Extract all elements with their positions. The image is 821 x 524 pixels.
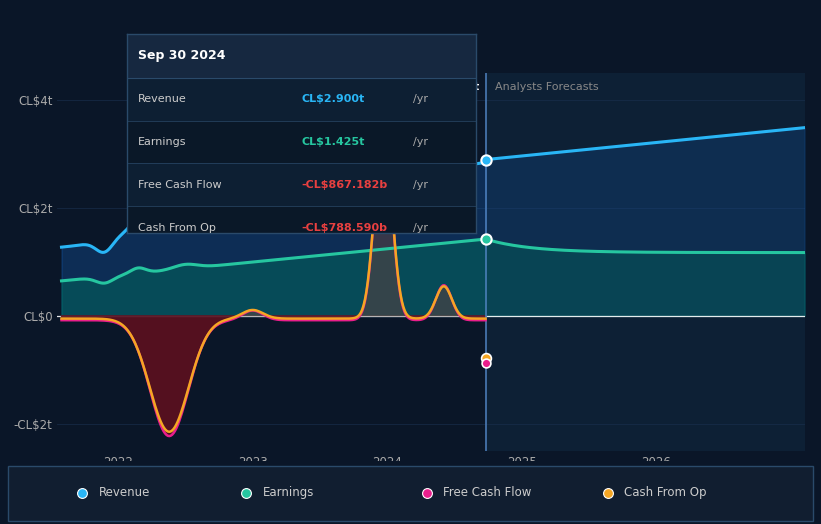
- FancyBboxPatch shape: [127, 34, 476, 78]
- FancyBboxPatch shape: [8, 465, 813, 521]
- Text: Revenue: Revenue: [99, 486, 150, 499]
- Bar: [485, 73, 805, 451]
- Text: /yr: /yr: [413, 223, 429, 233]
- Point: [479, 235, 492, 243]
- Point: [76, 488, 89, 497]
- Point: [479, 156, 492, 164]
- Text: -CL$788.590b: -CL$788.590b: [302, 223, 388, 233]
- Point: [240, 488, 253, 497]
- Point: [420, 488, 433, 497]
- Text: CL$1.425t: CL$1.425t: [302, 137, 365, 147]
- Text: Free Cash Flow: Free Cash Flow: [443, 486, 532, 499]
- Text: /yr: /yr: [413, 94, 429, 104]
- Text: Sep 30 2024: Sep 30 2024: [138, 49, 225, 62]
- Text: Revenue: Revenue: [138, 94, 186, 104]
- Point: [601, 488, 614, 497]
- Text: /yr: /yr: [413, 180, 429, 190]
- Text: Analysts Forecasts: Analysts Forecasts: [495, 82, 599, 92]
- Text: CL$2.900t: CL$2.900t: [302, 94, 365, 104]
- Text: Cash From Op: Cash From Op: [624, 486, 706, 499]
- Text: Past: Past: [452, 82, 479, 92]
- Point: [479, 358, 492, 367]
- Text: Earnings: Earnings: [138, 137, 186, 147]
- Text: /yr: /yr: [413, 137, 429, 147]
- Text: Free Cash Flow: Free Cash Flow: [138, 180, 222, 190]
- Point: [479, 354, 492, 363]
- Text: Cash From Op: Cash From Op: [138, 223, 216, 233]
- Text: Earnings: Earnings: [263, 486, 314, 499]
- FancyBboxPatch shape: [127, 206, 476, 249]
- Text: -CL$867.182b: -CL$867.182b: [302, 180, 388, 190]
- FancyBboxPatch shape: [127, 121, 476, 163]
